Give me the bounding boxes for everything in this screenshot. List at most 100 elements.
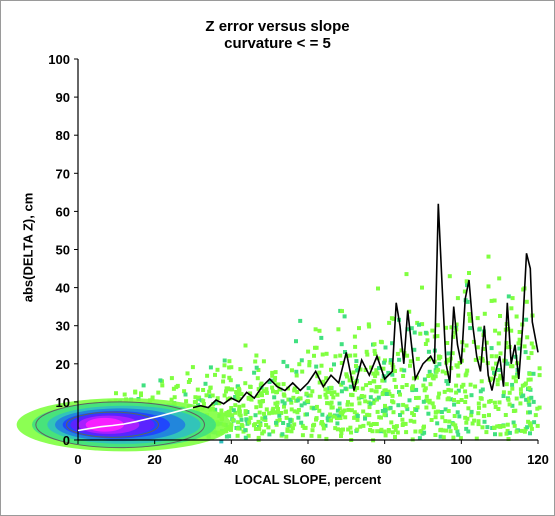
density-cell bbox=[513, 379, 518, 384]
density-cell bbox=[336, 327, 341, 332]
density-cell bbox=[449, 325, 454, 330]
density-cell bbox=[227, 359, 232, 364]
density-cell bbox=[330, 405, 335, 410]
density-cell bbox=[492, 370, 496, 375]
density-cell bbox=[422, 377, 427, 382]
density-cell bbox=[439, 410, 444, 414]
density-cell bbox=[175, 383, 180, 388]
density-cell bbox=[402, 368, 407, 373]
density-cell bbox=[443, 407, 448, 412]
density-cell bbox=[319, 363, 324, 368]
density-cell bbox=[496, 407, 501, 411]
density-cell bbox=[313, 345, 317, 350]
density-cell bbox=[323, 387, 328, 392]
density-cell bbox=[319, 335, 324, 340]
density-cell bbox=[527, 402, 532, 407]
density-cell bbox=[368, 428, 373, 432]
density-cell bbox=[337, 406, 342, 411]
density-cell bbox=[264, 387, 269, 392]
y-tick-label: 50 bbox=[56, 243, 70, 258]
density-cell bbox=[222, 363, 227, 368]
density-cell bbox=[524, 397, 529, 402]
density-cell bbox=[309, 405, 314, 410]
density-cell bbox=[256, 387, 261, 392]
density-cell bbox=[329, 385, 333, 390]
density-cell bbox=[443, 419, 448, 424]
density-cell bbox=[393, 369, 397, 373]
density-cell bbox=[527, 396, 532, 401]
density-cell bbox=[417, 436, 422, 441]
density-cell bbox=[172, 395, 177, 400]
density-cell bbox=[383, 433, 388, 438]
density-cell bbox=[515, 374, 520, 379]
density-cell bbox=[288, 397, 293, 402]
density-cell bbox=[495, 424, 500, 429]
density-cell bbox=[527, 410, 532, 415]
density-cell bbox=[243, 343, 248, 348]
density-cell bbox=[343, 415, 348, 420]
density-cell bbox=[486, 284, 491, 289]
density-cell bbox=[339, 389, 344, 394]
density-cell bbox=[368, 401, 373, 406]
density-cell bbox=[383, 358, 387, 363]
density-cell bbox=[417, 322, 421, 327]
density-cell bbox=[281, 392, 286, 397]
density-cell bbox=[423, 342, 428, 346]
density-cell bbox=[270, 385, 275, 390]
density-cell bbox=[306, 386, 311, 391]
density-cell bbox=[309, 433, 314, 438]
density-cell bbox=[320, 352, 325, 357]
density-cell bbox=[429, 418, 434, 422]
density-cell bbox=[335, 421, 340, 426]
density-cell bbox=[339, 434, 343, 438]
density-cell bbox=[464, 420, 469, 425]
density-cell bbox=[233, 410, 238, 415]
density-cell bbox=[463, 415, 468, 420]
density-cell bbox=[347, 378, 352, 383]
density-cell bbox=[210, 393, 215, 398]
density-cell bbox=[485, 425, 490, 430]
density-cell bbox=[277, 413, 282, 418]
density-cell bbox=[435, 334, 440, 339]
density-cell bbox=[362, 394, 367, 399]
density-cell bbox=[392, 377, 397, 382]
density-cell bbox=[252, 370, 257, 375]
density-cell bbox=[465, 416, 470, 421]
density-cell bbox=[493, 432, 497, 437]
density-cell bbox=[482, 311, 487, 316]
density-cell bbox=[350, 393, 355, 398]
density-cell bbox=[230, 413, 235, 418]
density-cell bbox=[267, 411, 272, 416]
density-cell bbox=[197, 395, 202, 400]
density-cell bbox=[427, 369, 432, 374]
density-cell bbox=[227, 413, 232, 418]
density-cell bbox=[230, 387, 235, 392]
density-cell bbox=[246, 418, 251, 423]
density-cell bbox=[509, 364, 514, 369]
density-cell bbox=[324, 376, 329, 381]
density-cell bbox=[380, 378, 385, 383]
density-cell bbox=[492, 298, 497, 303]
y-tick-label: 80 bbox=[56, 128, 70, 143]
density-cell bbox=[506, 397, 511, 402]
density-cell bbox=[486, 254, 491, 259]
density-cell bbox=[394, 424, 399, 429]
density-cell bbox=[201, 398, 206, 403]
density-cell bbox=[526, 355, 531, 360]
density-cell bbox=[379, 427, 384, 432]
density-cell bbox=[368, 423, 373, 428]
density-cell bbox=[465, 368, 470, 373]
density-cell bbox=[305, 412, 309, 417]
density-cell bbox=[518, 387, 523, 392]
density-cell bbox=[348, 425, 353, 430]
density-cell bbox=[366, 322, 371, 327]
density-cell bbox=[506, 437, 511, 441]
density-cell bbox=[304, 391, 309, 396]
density-cell bbox=[464, 426, 469, 431]
density-cell bbox=[340, 309, 344, 314]
chart-title: Z error versus slope bbox=[205, 18, 350, 35]
density-cell bbox=[372, 398, 377, 403]
density-cell bbox=[317, 434, 322, 439]
density-cell bbox=[389, 420, 394, 425]
density-cell bbox=[329, 367, 333, 372]
